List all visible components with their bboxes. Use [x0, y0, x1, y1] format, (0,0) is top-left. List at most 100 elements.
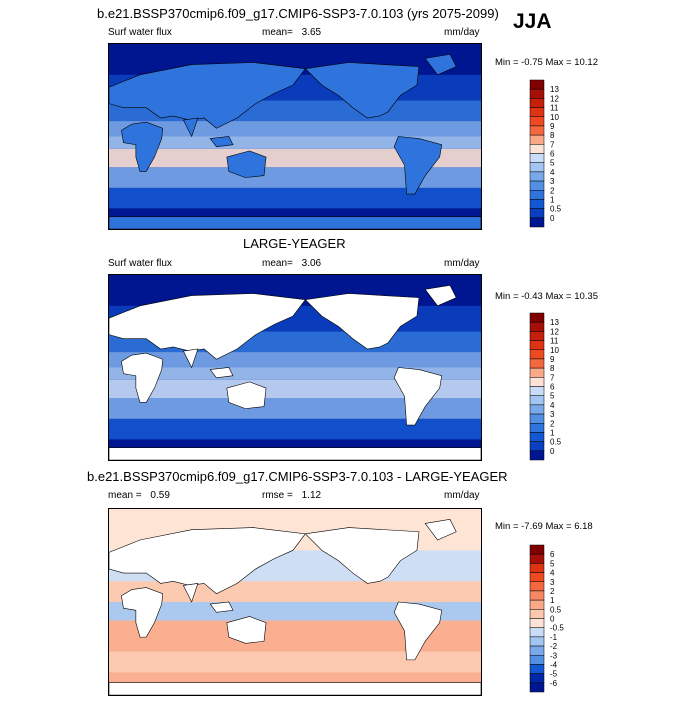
panel3-rmse-label: rmse =	[262, 490, 293, 501]
colorbar-swatch	[529, 358, 545, 369]
panel3-colorbar: 6 5 4 3 2 1 0.5 0 -0.5 -1 -2 -3 -4 -5 -6	[529, 544, 590, 706]
colorbar-tick-label: 3	[550, 578, 555, 587]
panel1-units: mm/day	[444, 27, 480, 38]
colorbar-swatch	[529, 125, 545, 136]
contour-band	[109, 148, 481, 168]
colorbar-swatch	[529, 134, 545, 145]
panel2-colorbar: 13 12 11 10 9 8 7 6 5 4 3 2 1 0.5 0	[529, 312, 590, 474]
colorbar-swatch	[529, 171, 545, 182]
season-label: JJA	[513, 10, 552, 33]
panel1-max-label: Max =	[545, 57, 572, 68]
colorbar-swatch	[529, 553, 545, 564]
panel2-max-value: 10.35	[574, 291, 598, 302]
colorbar-tick-label: 1	[550, 428, 555, 437]
colorbar-tick-label: 0	[550, 214, 555, 223]
colorbar-swatch	[529, 79, 545, 90]
colorbar-swatch	[529, 190, 545, 200]
panel3-rmse-value: 1.12	[301, 490, 322, 501]
colorbar-swatch	[529, 367, 545, 378]
panel1-mean-value: 3.65	[301, 27, 322, 38]
continent-outline	[109, 528, 305, 594]
colorbar-tick-label: 12	[550, 327, 559, 336]
colorbar-tick-label: 11	[550, 337, 559, 346]
colorbar-swatch	[529, 450, 545, 461]
colorbar-swatch	[529, 432, 545, 442]
continent-outline	[227, 616, 266, 643]
colorbar-swatch	[529, 162, 545, 173]
panel3-units: mm/day	[444, 490, 480, 501]
colorbar-tick-label: 10	[550, 346, 559, 355]
colorbar-swatch	[529, 636, 545, 647]
colorbar-swatch	[529, 199, 545, 209]
continent-outline	[183, 583, 197, 602]
colorbar-swatch	[529, 581, 545, 592]
panel3-max-value: 6.18	[574, 521, 593, 532]
colorbar-swatch	[529, 673, 545, 684]
continent-outline	[121, 353, 162, 402]
panel3-rmse: rmse = 1.12	[262, 490, 321, 501]
panel1-colorbar: 13 12 11 10 9 8 7 6 5 4 3 2 1 0.5 0	[529, 79, 590, 241]
continent-outline	[183, 118, 197, 137]
colorbar-swatch	[529, 682, 545, 693]
colorbar-swatch	[529, 153, 545, 163]
colorbar-tick-label: 6	[550, 383, 555, 392]
contour-band	[109, 167, 481, 188]
contour-band	[109, 352, 481, 368]
continent-outline	[305, 528, 419, 584]
contour-band	[109, 581, 481, 602]
colorbar-tick-label: 0.5	[550, 605, 562, 614]
colorbar-tick-label: 2	[550, 587, 555, 596]
continent-outline	[210, 137, 233, 147]
contour-band	[109, 121, 481, 137]
colorbar-swatch	[529, 627, 545, 638]
colorbar-tick-label: -3	[550, 651, 558, 660]
panel3-minmax: Min = -7.69 Max = 6.18	[495, 521, 593, 532]
continent-outline	[109, 448, 481, 460]
colorbar-tick-label: 13	[550, 85, 559, 94]
continent-outline	[425, 54, 456, 75]
panel2-map	[108, 274, 482, 461]
colorbar-swatch	[529, 563, 545, 573]
colorbar-swatch	[529, 423, 545, 433]
panel3-min-value: -7.69	[521, 521, 543, 532]
colorbar-swatch	[529, 208, 545, 219]
continent-outline	[394, 137, 442, 195]
colorbar-tick-label: 6	[550, 550, 555, 559]
continent-outline	[109, 63, 305, 129]
colorbar-swatch	[529, 98, 545, 108]
continent-outline	[425, 285, 456, 306]
panel1-mean-label: mean=	[262, 27, 293, 38]
panel3-min-label: Min =	[495, 521, 519, 532]
continent-outline	[227, 151, 266, 178]
panel1-field-label: Surf water flux	[108, 27, 172, 38]
colorbar-swatch	[529, 655, 545, 665]
continent-outline	[210, 368, 233, 378]
colorbar-swatch	[529, 413, 545, 424]
colorbar-swatch	[529, 590, 545, 601]
colorbar-tick-label: 6	[550, 150, 555, 159]
panel2-field-label: Surf water flux	[108, 258, 172, 269]
continent-outline	[227, 382, 266, 409]
colorbar-swatch	[529, 544, 545, 555]
continent-outline	[109, 294, 305, 360]
colorbar-swatch	[529, 88, 545, 99]
colorbar-swatch	[529, 340, 545, 350]
colorbar-tick-label: 13	[550, 318, 559, 327]
colorbar-swatch	[529, 664, 545, 674]
colorbar-swatch	[529, 107, 545, 117]
colorbar-swatch	[529, 404, 545, 415]
colorbar-tick-label: 0	[550, 447, 555, 456]
colorbar-tick-label: -1	[550, 633, 558, 642]
colorbar-tick-label: 1	[550, 596, 555, 605]
contour-band	[109, 418, 481, 440]
continent-outline	[121, 588, 162, 638]
colorbar-tick-label: -5	[550, 670, 558, 679]
panel2-mean: mean= 3.06	[262, 258, 321, 269]
panel2-min-label: Min =	[495, 291, 519, 302]
panel1-minmax: Min = -0.75 Max = 10.12	[495, 57, 598, 68]
contour-band	[109, 187, 481, 209]
contour-band	[109, 379, 481, 399]
